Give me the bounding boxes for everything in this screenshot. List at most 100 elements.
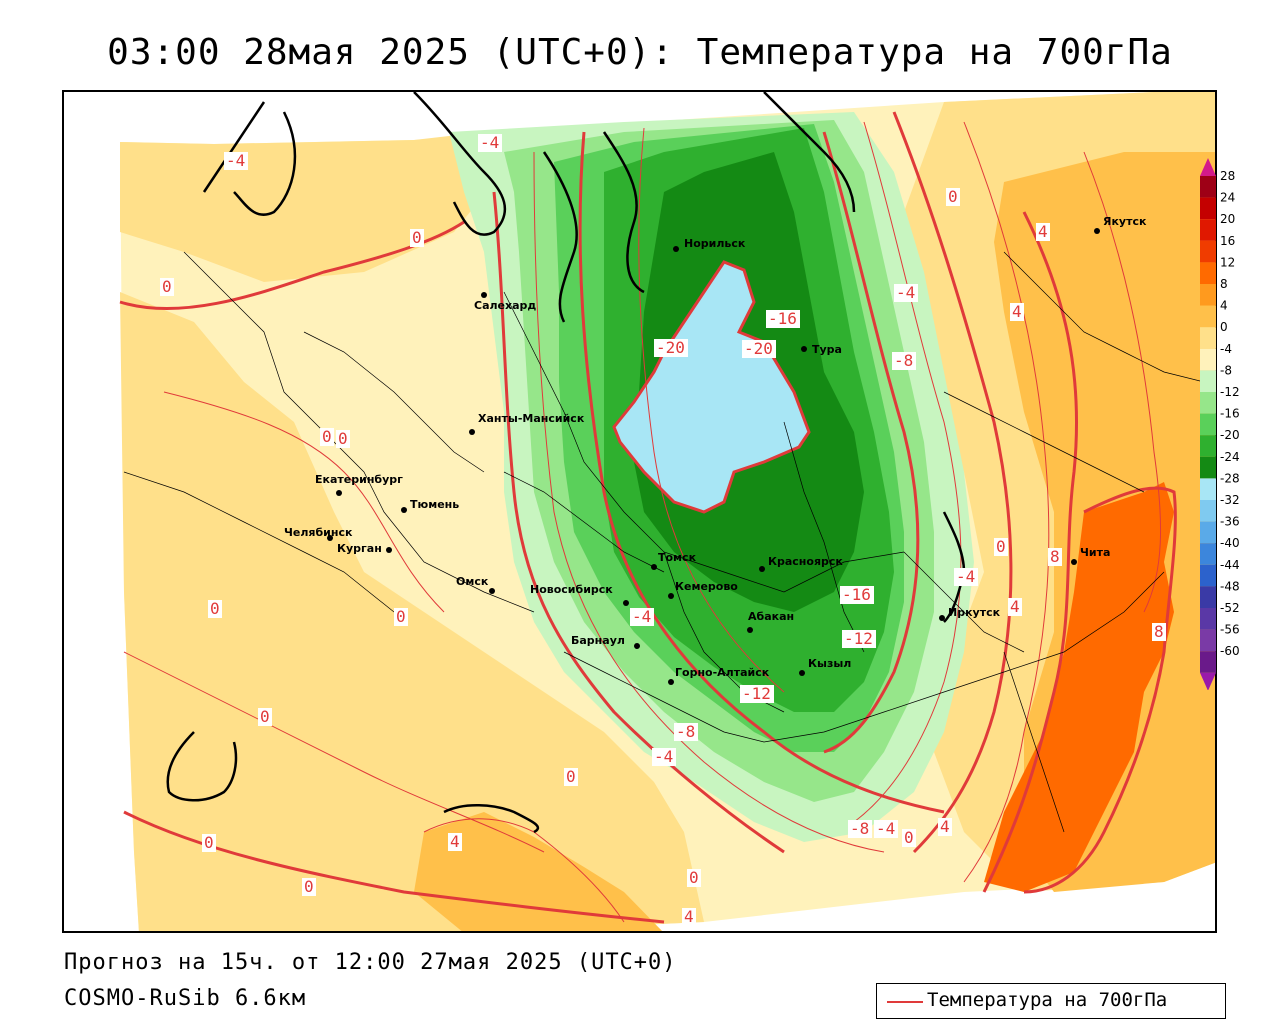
city-dot <box>469 429 475 435</box>
contour-label: -20 <box>742 339 776 358</box>
city-label: Ханты-Мансийск <box>478 412 585 425</box>
svg-text:0: 0 <box>304 877 314 896</box>
colorbar-tick-label: -24 <box>1220 450 1240 464</box>
colorbar-cell <box>1200 240 1216 263</box>
contour-label: 4 <box>1036 222 1050 241</box>
colorbar-tick-label: 20 <box>1220 212 1235 226</box>
city-label: Кемерово <box>675 580 738 593</box>
city-marker: Абакан <box>747 610 794 633</box>
colorbar-tick-label: -40 <box>1220 536 1240 550</box>
colorbar-tick-label: -52 <box>1220 601 1240 615</box>
temperature-map: -4 -4 0 0 0 0 0 0 0 0 0 -20 -20 -16 -4 -8 0 4 4 -16 -12 -4 0 4 8… <box>62 90 1217 933</box>
city-marker: Томск <box>651 551 697 570</box>
svg-text:8: 8 <box>1050 547 1060 566</box>
colorbar-cell <box>1200 176 1216 198</box>
colorbar-cell <box>1200 435 1216 457</box>
city-marker: Ханты-Мансийск <box>469 412 585 435</box>
contour-label: -12 <box>740 684 774 703</box>
coastline <box>166 92 966 834</box>
contour-label: 0 <box>394 607 408 626</box>
svg-text:0: 0 <box>162 277 172 296</box>
contour-label: 0 <box>994 537 1008 556</box>
city-dot <box>939 615 945 621</box>
svg-text:-4: -4 <box>896 283 915 302</box>
city-marker: Салехард <box>474 292 536 312</box>
svg-text:0: 0 <box>948 187 958 206</box>
warm-zone-north <box>120 132 494 282</box>
warm-zone-west <box>120 292 704 931</box>
city-dot <box>327 535 333 541</box>
svg-text:-20: -20 <box>656 338 685 357</box>
city-dot <box>1094 228 1100 234</box>
contour-label: -4 <box>894 283 918 302</box>
city-marker: Кызыл <box>799 657 851 676</box>
city-label: Норильск <box>684 237 746 250</box>
city-label: Якутск <box>1103 215 1147 228</box>
contour-label: -16 <box>840 585 874 604</box>
city-label: Тюмень <box>410 498 459 511</box>
colorbar-tick-label: -12 <box>1220 385 1240 399</box>
svg-text:4: 4 <box>684 907 694 926</box>
colorbar-cell <box>1200 586 1216 608</box>
svg-text:0: 0 <box>996 537 1006 556</box>
svg-text:0: 0 <box>204 833 214 852</box>
colorbar-tick-label: -32 <box>1220 493 1240 507</box>
contour-label: 4 <box>938 817 952 836</box>
svg-text:0: 0 <box>322 427 332 446</box>
colorbar-cell <box>1200 478 1216 500</box>
svg-text:4: 4 <box>1038 222 1048 241</box>
city-label: Горно-Алтайск <box>675 666 770 679</box>
svg-text:-16: -16 <box>768 309 797 328</box>
svg-text:-12: -12 <box>844 629 873 648</box>
city-dot <box>651 564 657 570</box>
city-marker: Тюмень <box>401 498 459 513</box>
colorbar-cell <box>1200 348 1216 371</box>
svg-text:0: 0 <box>396 607 406 626</box>
warm-zone-chita <box>984 482 1174 892</box>
contour-label: -16 <box>766 309 800 328</box>
contour-label: 0 <box>302 877 316 896</box>
svg-text:-8: -8 <box>894 351 913 370</box>
contour-label: 0 <box>902 828 916 847</box>
svg-text:0: 0 <box>260 707 270 726</box>
city-label: Красноярск <box>768 555 843 568</box>
contour-label: -4 <box>954 567 978 586</box>
chart-title: 03:00 28мая 2025 (UTC+0): Температура на… <box>107 32 1173 73</box>
contour-label: 0 <box>320 427 334 446</box>
colorbar-cell <box>1200 284 1216 306</box>
colorbar-cell <box>1200 543 1216 565</box>
city-label: Новосибирск <box>530 583 613 596</box>
colorbar-cell <box>1200 500 1216 522</box>
contour-label: 4 <box>1010 302 1024 321</box>
svg-text:-4: -4 <box>876 819 895 838</box>
colorbar-cell <box>1200 392 1216 414</box>
colorbar-tick-label: -4 <box>1220 342 1232 356</box>
contour-label: -4 <box>478 133 502 152</box>
colorbar-cell <box>1200 564 1216 587</box>
city-dot <box>759 566 765 572</box>
city-marker: Омск <box>456 575 495 594</box>
contour-label: 0 <box>202 833 216 852</box>
legend-label: Температура на 700гПа <box>927 989 1168 1011</box>
contour-label: 0 <box>336 429 350 448</box>
contour-label: 0 <box>258 707 272 726</box>
colorbar-cell <box>1200 456 1216 479</box>
contour-label: 0 <box>410 228 424 247</box>
city-label: Тура <box>812 343 842 356</box>
city-label: Екатеринбург <box>315 473 403 486</box>
contour-label: 0 <box>160 277 174 296</box>
svg-text:0: 0 <box>412 228 422 247</box>
city-marker: Кемерово <box>668 580 738 599</box>
colorbar-cell <box>1200 608 1216 630</box>
city-marker: Курган <box>337 542 392 555</box>
colorbar-cell <box>1200 197 1216 220</box>
colorbar-tick-label: -56 <box>1220 623 1240 637</box>
city-label: Салехард <box>474 299 536 312</box>
color-scale: 28 24 20 16 12 8 4 0 -4 -8 -12 -16 -20 -24 -28 -32 -36 -4… <box>1200 158 1240 690</box>
city-marker: Норильск <box>673 237 746 252</box>
colorbar-tick-label: -16 <box>1220 407 1240 421</box>
svg-text:-8: -8 <box>850 819 869 838</box>
city-markers: Норильск Салехард Тура Ханты-Мансийск Якутск… <box>284 215 1147 685</box>
colorbar-tick-label: -60 <box>1220 644 1240 658</box>
